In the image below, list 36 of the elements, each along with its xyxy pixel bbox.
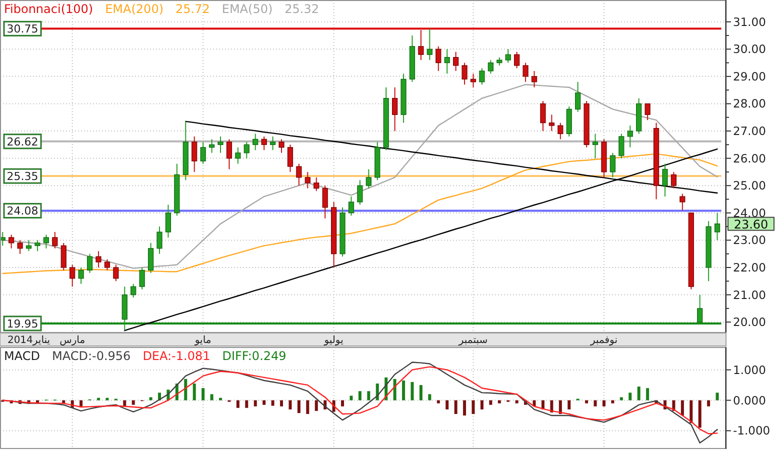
y-tick-label: 23.00	[733, 233, 766, 248]
x-tick-label: يوليو	[323, 335, 344, 346]
y-tick-label: 31.00	[733, 14, 766, 29]
annotation: DEA:-1.081	[142, 349, 210, 363]
y-tick-label: 25.00	[733, 178, 766, 193]
y-tick-label: 26.00	[733, 151, 766, 166]
y-tick-label: 27.00	[733, 124, 766, 138]
annotation: MACD:-0.956	[52, 349, 131, 363]
y-tick-label: 0.000	[733, 393, 766, 408]
y-tick-label: 24.00	[733, 206, 766, 220]
annotation: Fibonnaci(100)	[4, 2, 94, 16]
annotation: 25.72	[176, 2, 210, 16]
y-tick-label: 22.00	[733, 260, 766, 274]
text: EMA(50)	[222, 2, 273, 16]
x-tick-label: نوفمبر	[589, 335, 618, 346]
y-tick-label: 20.00	[733, 315, 766, 330]
y-tick-label: -1.000	[733, 424, 770, 438]
y-tick-label: 29.00	[733, 69, 766, 84]
chart-title: MACD	[4, 349, 40, 363]
text: 23.60	[734, 217, 768, 232]
x-tick-label: 2014يناير	[7, 335, 50, 346]
ref-line-label: 25.35	[6, 170, 38, 184]
ref-line-label: 26.62	[6, 135, 38, 148]
annotation: 25.32	[284, 2, 320, 16]
annotation: DIFF:0.249	[222, 349, 286, 363]
x-tick-label: مايو	[194, 335, 212, 346]
ref-line-label: 30.75	[6, 22, 38, 36]
y-tick-label: 30.00	[733, 42, 766, 56]
y-tick-label: 28.00	[733, 96, 766, 111]
text: EMA(200)	[105, 2, 164, 16]
ref-line-label: 24.08	[6, 204, 38, 218]
x-tick-label: مارس	[60, 335, 86, 346]
ref-line-label: 19.95	[6, 317, 38, 330]
x-tick-label: سبتمبر	[458, 335, 488, 346]
y-tick-label: 21.00	[733, 288, 766, 302]
y-tick-label: 1.000	[733, 362, 766, 377]
